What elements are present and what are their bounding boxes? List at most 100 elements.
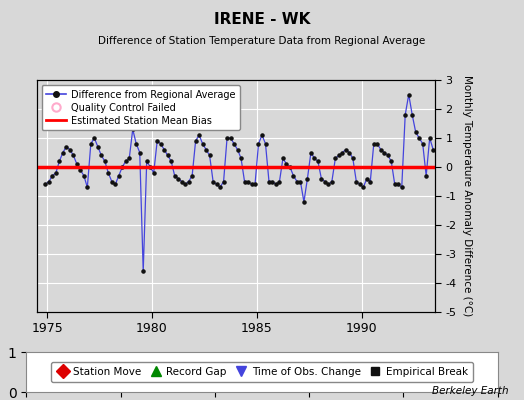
Point [149,170,158,176]
Point [300,199,308,205]
Point [398,184,406,190]
Point [328,178,336,185]
Point [384,152,392,158]
Legend: Station Move, Record Gap, Time of Obs. Change, Empirical Break: Station Move, Record Gap, Time of Obs. C… [51,362,473,382]
Point [247,181,256,188]
Point [160,146,168,153]
Point [223,135,231,141]
Point [122,158,130,164]
Point [181,181,189,188]
Point [363,175,371,182]
Point [314,158,322,164]
Point [163,152,172,158]
Point [380,149,388,156]
Point [170,172,179,179]
Point [390,181,399,188]
Point [69,152,78,158]
Point [258,132,266,138]
Point [373,141,381,147]
Point [107,178,116,185]
Point [394,181,402,188]
Point [317,175,325,182]
Point [356,181,364,188]
Point [59,149,67,156]
Point [139,268,147,274]
Point [401,112,409,118]
Point [293,178,301,185]
Point [199,141,207,147]
Point [174,175,182,182]
Point [101,158,109,164]
Point [272,181,280,188]
Point [118,164,126,170]
Point [411,129,420,135]
Point [136,149,144,156]
Point [359,184,367,190]
Point [94,144,102,150]
Point [303,175,312,182]
Point [73,161,81,167]
Point [265,178,273,185]
Point [188,172,196,179]
Point [115,172,123,179]
Point [205,152,214,158]
Text: Berkeley Earth: Berkeley Earth [432,386,508,396]
Point [324,181,333,188]
Point [254,141,263,147]
Point [157,141,165,147]
Point [233,146,242,153]
Point [241,178,249,185]
Point [405,91,413,98]
Point [279,155,287,162]
Point [226,135,235,141]
Point [415,135,423,141]
Point [178,178,186,185]
Point [307,149,315,156]
Point [251,181,259,188]
Point [422,172,430,179]
Point [282,161,291,167]
Point [111,181,119,188]
Point [90,135,99,141]
Point [55,158,63,164]
Point [369,141,378,147]
Text: IRENE - WK: IRENE - WK [214,12,310,27]
Text: Difference of Station Temperature Data from Regional Average: Difference of Station Temperature Data f… [99,36,425,46]
Point [321,178,329,185]
Point [296,178,304,185]
Point [335,152,343,158]
Point [275,178,283,185]
Point [184,178,193,185]
Point [195,132,203,138]
Point [419,141,427,147]
Point [80,172,88,179]
Point [310,155,319,162]
Point [408,112,417,118]
Point [167,158,176,164]
Y-axis label: Monthly Temperature Anomaly Difference (°C): Monthly Temperature Anomaly Difference (… [462,75,472,317]
Point [132,141,140,147]
Point [286,164,294,170]
Point [220,178,228,185]
Point [261,141,270,147]
Point [83,184,92,190]
Point [237,155,245,162]
Point [41,181,50,188]
Point [338,149,346,156]
Point [62,144,71,150]
Point [66,146,74,153]
Point [429,146,438,153]
Point [216,184,224,190]
Point [128,126,137,132]
Point [352,178,361,185]
Point [52,170,60,176]
Point [191,138,200,144]
Point [230,141,238,147]
Point [86,141,95,147]
Point [143,158,151,164]
Point [104,170,113,176]
Point [202,146,210,153]
Point [48,172,57,179]
Point [387,158,396,164]
Point [76,167,84,173]
